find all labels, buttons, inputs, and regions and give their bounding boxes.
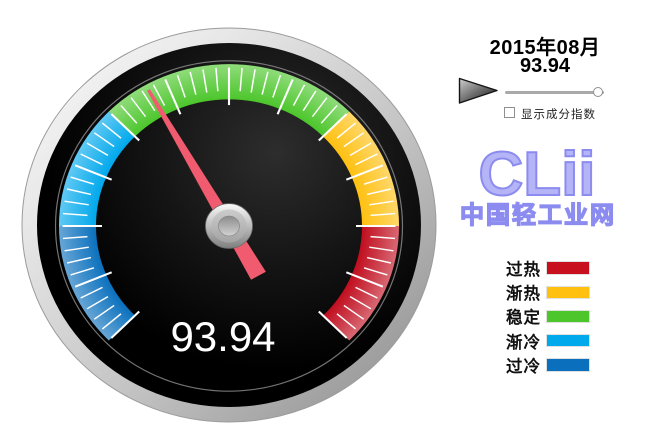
gauge-ticks <box>62 67 396 339</box>
legend-label: 过冷 <box>506 357 541 376</box>
legend: 过热渐热稳定渐冷过冷 <box>504 256 590 377</box>
gauge-hub <box>205 203 253 249</box>
site-name: 中国轻工业网 <box>459 202 616 229</box>
legend-label: 稳定 <box>506 309 541 328</box>
legend-row: 稳定 <box>504 304 590 328</box>
period-value: 93.94 <box>519 55 571 77</box>
gauge-band-gloss <box>59 64 400 341</box>
gauge-chart: 93.94 <box>21 27 437 423</box>
legend-label: 渐冷 <box>506 333 541 352</box>
legend-swatch <box>546 285 590 300</box>
legend-label: 渐热 <box>506 285 541 304</box>
clii-logo: CLii <box>477 140 596 209</box>
timeline-slider-track[interactable] <box>505 91 604 94</box>
legend-swatch <box>546 309 590 324</box>
legend-label: 过热 <box>506 261 541 280</box>
timeline-slider-handle[interactable] <box>593 87 603 97</box>
legend-row: 渐冷 <box>504 329 590 353</box>
legend-swatch <box>546 261 590 275</box>
checkbox-label: 显示成分指数 <box>521 109 596 121</box>
gauge-value: 93.94 <box>170 313 275 360</box>
play-button[interactable] <box>458 77 500 105</box>
legend-swatch <box>546 333 590 348</box>
legend-row: 渐热 <box>504 280 590 304</box>
play-icon <box>458 77 498 104</box>
legend-row: 过热 <box>504 256 590 280</box>
period-title: 2015年08月 <box>489 37 601 59</box>
legend-row: 过冷 <box>504 353 590 377</box>
show-component-index-checkbox[interactable] <box>504 107 515 118</box>
gauge-inner-rim <box>54 60 404 392</box>
legend-swatch <box>546 358 590 372</box>
